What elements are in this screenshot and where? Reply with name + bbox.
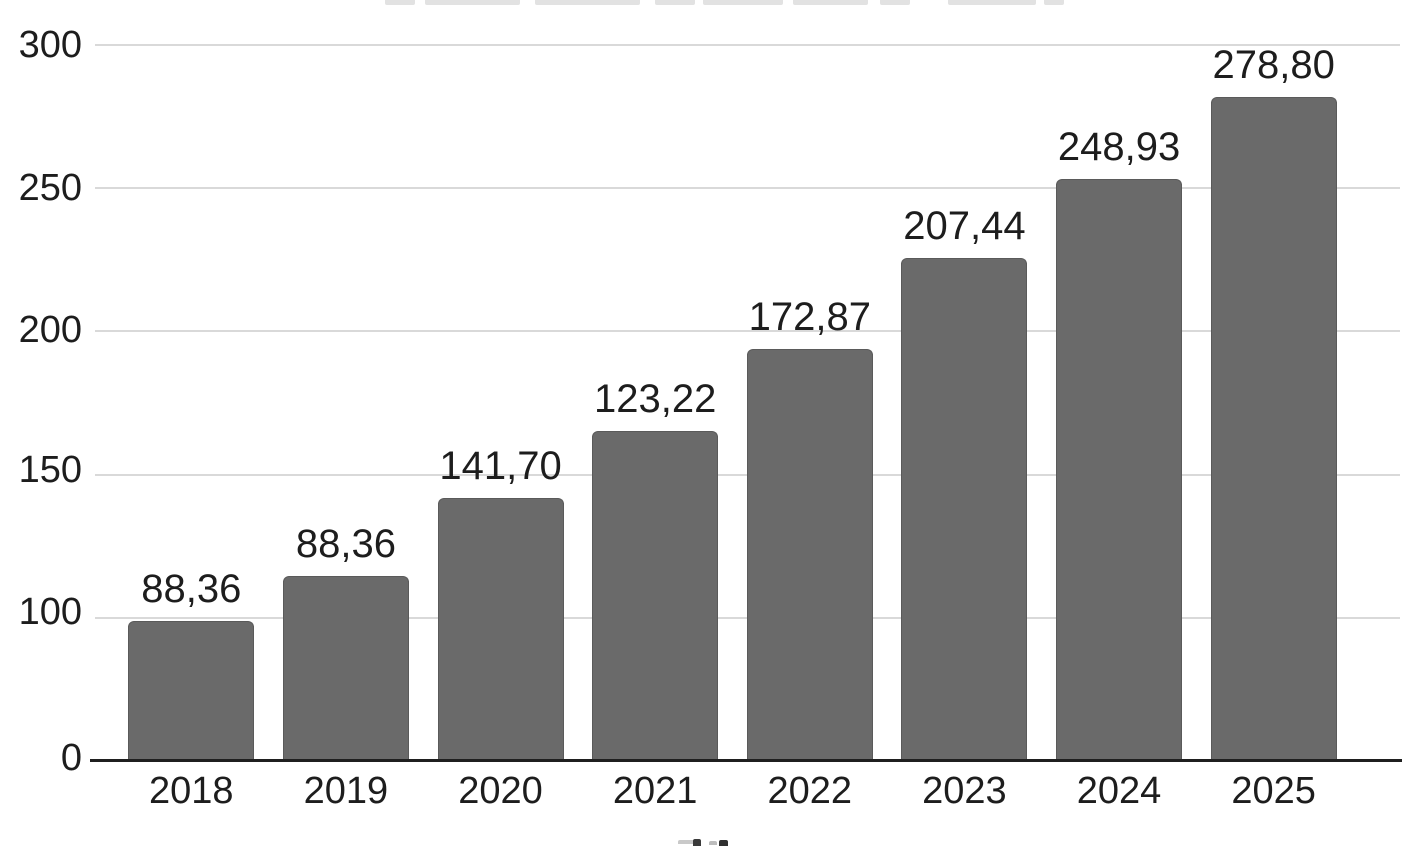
- gridline-300: [95, 44, 1400, 46]
- value-label-2024: 248,93: [1057, 124, 1181, 169]
- clipped-title-fragment: [425, 0, 520, 5]
- clipped-title-fragment: [535, 0, 640, 5]
- x-tick-2018: 2018: [149, 770, 234, 812]
- clipped-title-fragment: [655, 0, 695, 5]
- bar-2021: [592, 430, 719, 761]
- bar-2020: [437, 497, 564, 761]
- x-tick-2023: 2023: [922, 770, 1007, 812]
- bar-slot-2019: 88,36: [269, 45, 424, 761]
- clipped-title-fragment: [948, 0, 1036, 5]
- value-label-2021: 123,22: [594, 376, 717, 421]
- value-label-2025: 278,80: [1212, 42, 1335, 87]
- value-label-2018: 88,36: [141, 567, 242, 612]
- bar-2018: [128, 621, 255, 761]
- clipped-axis-title-fragment: [693, 839, 701, 846]
- x-tick-2019: 2019: [303, 770, 389, 812]
- clipped-axis-title-fragment: [678, 840, 696, 844]
- x-axis-line: [90, 759, 1402, 762]
- bar-2023: [901, 257, 1028, 761]
- x-tick-2025: 2025: [1231, 770, 1316, 812]
- clipped-title-fragment: [793, 0, 868, 5]
- x-tick-2021: 2021: [612, 770, 698, 812]
- y-tick-250: 250: [18, 167, 82, 209]
- bar-slot-2021: 123,22: [578, 45, 733, 761]
- y-tick-150: 150: [18, 449, 82, 491]
- y-tick-100: 100: [18, 591, 82, 633]
- bar-2019: [282, 576, 409, 761]
- gridline-200: [95, 330, 1400, 333]
- x-tick-2020: 2020: [458, 770, 543, 812]
- bar-slot-2024: 248,93: [1042, 45, 1197, 761]
- value-label-2020: 141,70: [439, 443, 562, 488]
- x-tick-2024: 2024: [1076, 770, 1162, 812]
- clipped-title-fragment: [880, 0, 910, 5]
- y-tick-300: 300: [18, 24, 82, 66]
- clipped-title-fragment: [703, 0, 783, 5]
- bar-slot-2018: 88,36: [114, 45, 269, 761]
- clipped-axis-title-fragment: [719, 840, 728, 846]
- value-label-2019: 88,36: [295, 522, 396, 567]
- x-axis-labels: 2018 2019 2020 2021 2022 2023 2024 2025: [114, 772, 1351, 810]
- clipped-title-fragment: [385, 0, 415, 5]
- bar-slot-2020: 141,70: [423, 45, 578, 761]
- clipped-axis-title-fragment: [709, 841, 717, 845]
- bar-2024: [1056, 178, 1183, 761]
- x-tick-2022: 2022: [767, 770, 853, 812]
- bar-2022: [746, 349, 873, 761]
- clipped-x-axis-title: [0, 838, 1408, 846]
- y-tick-0: 0: [60, 737, 82, 779]
- value-label-2023: 207,44: [903, 203, 1026, 248]
- clipped-chart-title: [0, 0, 1408, 8]
- bar-slot-2022: 172,87: [733, 45, 888, 761]
- clipped-title-fragment: [1044, 0, 1064, 5]
- bar-series: 88,36 88,36 141,70 123,22 172,87 207,44 248,93…: [114, 45, 1351, 761]
- bar-slot-2023: 207,44: [887, 45, 1042, 761]
- bar-2025: [1210, 96, 1337, 761]
- y-tick-200: 200: [18, 309, 82, 351]
- value-label-2022: 172,87: [748, 295, 871, 340]
- gridline-250: [95, 187, 1400, 190]
- bar-slot-2025: 278,80: [1196, 45, 1351, 761]
